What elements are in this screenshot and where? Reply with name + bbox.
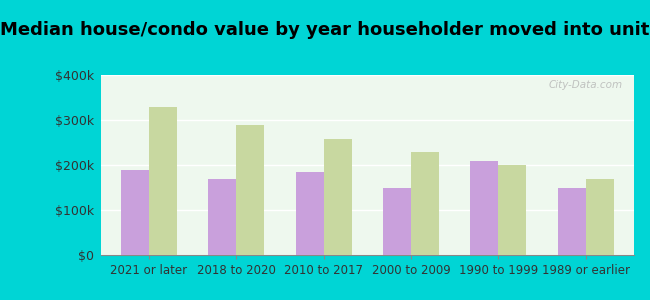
Bar (149, 106, 177, 255)
Bar (296, 172, 324, 255)
Bar (383, 188, 411, 255)
Bar (411, 152, 439, 255)
Bar (558, 188, 586, 255)
Text: Median house/condo value by year householder moved into unit: Median house/condo value by year househo… (0, 21, 650, 39)
Bar (208, 179, 236, 255)
Bar (586, 178, 614, 255)
Text: City-Data.com: City-Data.com (549, 80, 623, 90)
Bar (499, 165, 526, 255)
Bar (121, 169, 149, 255)
Bar (471, 161, 499, 255)
Bar (236, 124, 264, 255)
Bar (324, 139, 352, 255)
